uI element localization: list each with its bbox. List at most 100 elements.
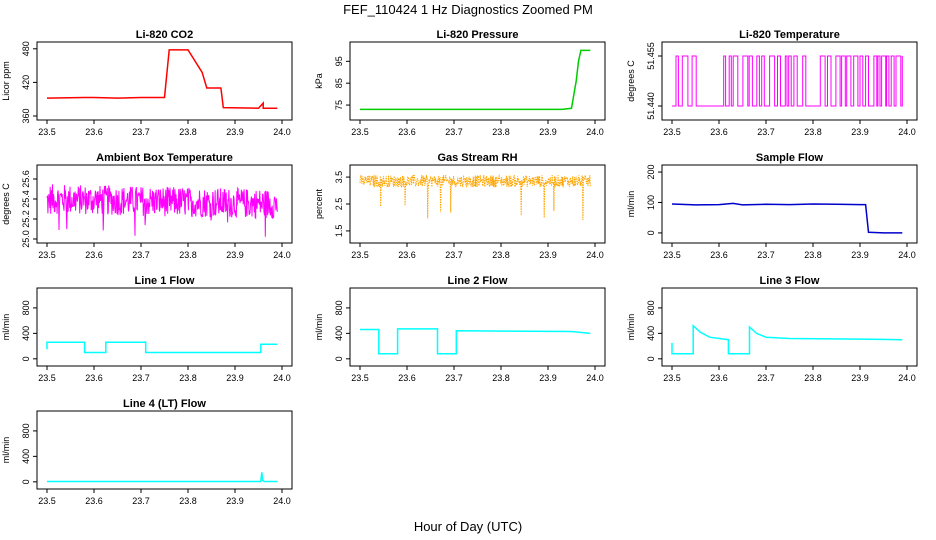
- y-tick-label: 800: [646, 300, 656, 315]
- y-tick-label: 51.440: [646, 92, 656, 120]
- x-tick-label: 23.7: [445, 250, 463, 260]
- x-tick-label: 23.9: [539, 127, 557, 137]
- y-tick-label: 75: [334, 100, 344, 110]
- x-tick-label: 23.6: [398, 373, 416, 383]
- y-tick-label: 400: [21, 326, 31, 341]
- panel-title: Li-820 Temperature: [739, 29, 840, 41]
- x-tick-label: 23.6: [710, 373, 728, 383]
- x-tick-label: 24.0: [586, 373, 604, 383]
- x-tick-label: 24.0: [586, 250, 604, 260]
- x-tick-label: 23.5: [38, 250, 56, 260]
- y-tick-label: 51.455: [646, 42, 656, 70]
- panel-5: Sample Flow ml/min 23.5 23.6 23.7 23.8 23.9 24.…: [626, 152, 918, 260]
- x-tick-label: 23.7: [445, 373, 463, 383]
- x-tick-label: 23.5: [38, 127, 56, 137]
- x-tick-label: 23.8: [179, 496, 197, 506]
- x-tick-label: 23.6: [398, 250, 416, 260]
- panel-title: Li-820 CO2: [136, 29, 193, 41]
- y-tick-label: 25.2: [21, 210, 31, 228]
- x-tick-label: 23.8: [492, 127, 510, 137]
- panel-4: Gas Stream RH percent 23.5 23.6 23.7 23.8 23.9…: [314, 152, 606, 260]
- x-tick-label: 23.8: [492, 250, 510, 260]
- figure-xlabel: Hour of Day (UTC): [414, 519, 522, 534]
- panel-3: Ambient Box Temperature degrees C 23.5 23.6…: [1, 152, 293, 260]
- figure-title: FEF_110424 1 Hz Diagnostics Zoomed PM: [343, 2, 593, 17]
- plot-frame: [36, 41, 293, 121]
- x-tick-label: 23.6: [85, 127, 103, 137]
- plot-frame: [36, 164, 293, 244]
- y-tick-label: 0: [334, 356, 344, 361]
- x-tick-label: 23.9: [226, 127, 244, 137]
- y-tick-label: 420: [21, 75, 31, 90]
- panel-8: Line 3 Flow ml/min 23.5 23.6 23.7 23.8 23.9 24.…: [626, 275, 918, 383]
- y-tick-label: 85: [334, 78, 344, 88]
- panel-title: Line 1 Flow: [135, 275, 195, 287]
- x-tick-label: 23.7: [445, 127, 463, 137]
- y-axis-label: ml/min: [626, 191, 636, 218]
- y-tick-label: 800: [21, 423, 31, 438]
- plot-frame: [661, 164, 918, 244]
- x-tick-label: 23.9: [226, 373, 244, 383]
- x-tick-label: 24.0: [898, 373, 916, 383]
- y-tick-label: 95: [334, 56, 344, 66]
- x-tick-label: 23.6: [710, 250, 728, 260]
- x-tick-label: 23.5: [38, 373, 56, 383]
- x-tick-label: 23.6: [85, 496, 103, 506]
- panel-title: Sample Flow: [756, 152, 824, 164]
- panel-title: Line 4 (LT) Flow: [123, 398, 206, 410]
- x-tick-label: 23.7: [757, 250, 775, 260]
- y-tick-label: 480: [21, 41, 31, 56]
- panel-title: Li-820 Pressure: [437, 29, 519, 41]
- plot-frame: [349, 287, 606, 367]
- panel-7: Line 2 Flow ml/min 23.5 23.6 23.7 23.8 23.9 24.…: [314, 275, 606, 383]
- y-axis-label: ml/min: [626, 314, 636, 341]
- x-tick-label: 23.7: [132, 127, 150, 137]
- y-axis-label: degrees C: [626, 60, 636, 102]
- x-tick-label: 23.9: [539, 373, 557, 383]
- panel-9: Line 4 (LT) Flow ml/min 23.5 23.6 23.7 23.8 23…: [1, 398, 293, 506]
- panel-title: Ambient Box Temperature: [96, 152, 233, 164]
- y-axis-label: percent: [314, 188, 324, 219]
- y-axis-label: ml/min: [314, 314, 324, 341]
- x-tick-label: 23.7: [132, 496, 150, 506]
- y-tick-label: 0: [21, 356, 31, 361]
- panel-1: Li-820 Pressure kPa 23.5 23.6 23.7 23.8 23.9 24…: [314, 29, 606, 137]
- y-axis-label: ml/min: [1, 314, 11, 341]
- y-axis-label: kPa: [314, 73, 324, 89]
- x-tick-label: 24.0: [273, 127, 291, 137]
- x-tick-label: 23.6: [710, 127, 728, 137]
- data-series-line: [46, 49, 278, 109]
- x-tick-label: 23.5: [38, 496, 56, 506]
- y-tick-label: 800: [334, 300, 344, 315]
- plot-frame: [661, 287, 918, 367]
- y-tick-label: 400: [646, 326, 656, 341]
- y-tick-label: 25.6: [21, 170, 31, 188]
- y-tick-label: 3.5: [334, 171, 344, 184]
- x-tick-label: 23.7: [757, 127, 775, 137]
- y-tick-label: 0: [646, 356, 656, 361]
- y-tick-label: 360: [21, 108, 31, 123]
- x-tick-label: 23.7: [132, 250, 150, 260]
- plot-frame: [661, 41, 918, 121]
- plot-frame: [36, 410, 293, 490]
- x-tick-label: 24.0: [273, 496, 291, 506]
- x-tick-label: 23.5: [351, 373, 369, 383]
- x-tick-label: 23.8: [804, 250, 822, 260]
- y-tick-label: 25.4: [21, 190, 31, 208]
- y-tick-label: 2.5: [334, 198, 344, 211]
- plot-frame: [349, 41, 606, 121]
- x-tick-label: 23.6: [85, 373, 103, 383]
- x-tick-label: 23.9: [851, 127, 869, 137]
- x-tick-label: 23.5: [663, 127, 681, 137]
- panel-0: Li-820 CO2 Licor ppm 23.5 23.6 23.7 23.8 23.9 2…: [1, 29, 293, 137]
- y-tick-label: 400: [334, 326, 344, 341]
- x-tick-label: 23.8: [492, 373, 510, 383]
- x-tick-label: 23.9: [851, 373, 869, 383]
- data-series-line: [360, 49, 591, 111]
- y-tick-label: 800: [21, 300, 31, 315]
- x-tick-label: 23.5: [663, 373, 681, 383]
- y-tick-label: 200: [646, 165, 656, 180]
- x-tick-label: 23.8: [179, 127, 197, 137]
- x-tick-label: 23.9: [539, 250, 557, 260]
- y-tick-label: 25.0: [21, 230, 31, 248]
